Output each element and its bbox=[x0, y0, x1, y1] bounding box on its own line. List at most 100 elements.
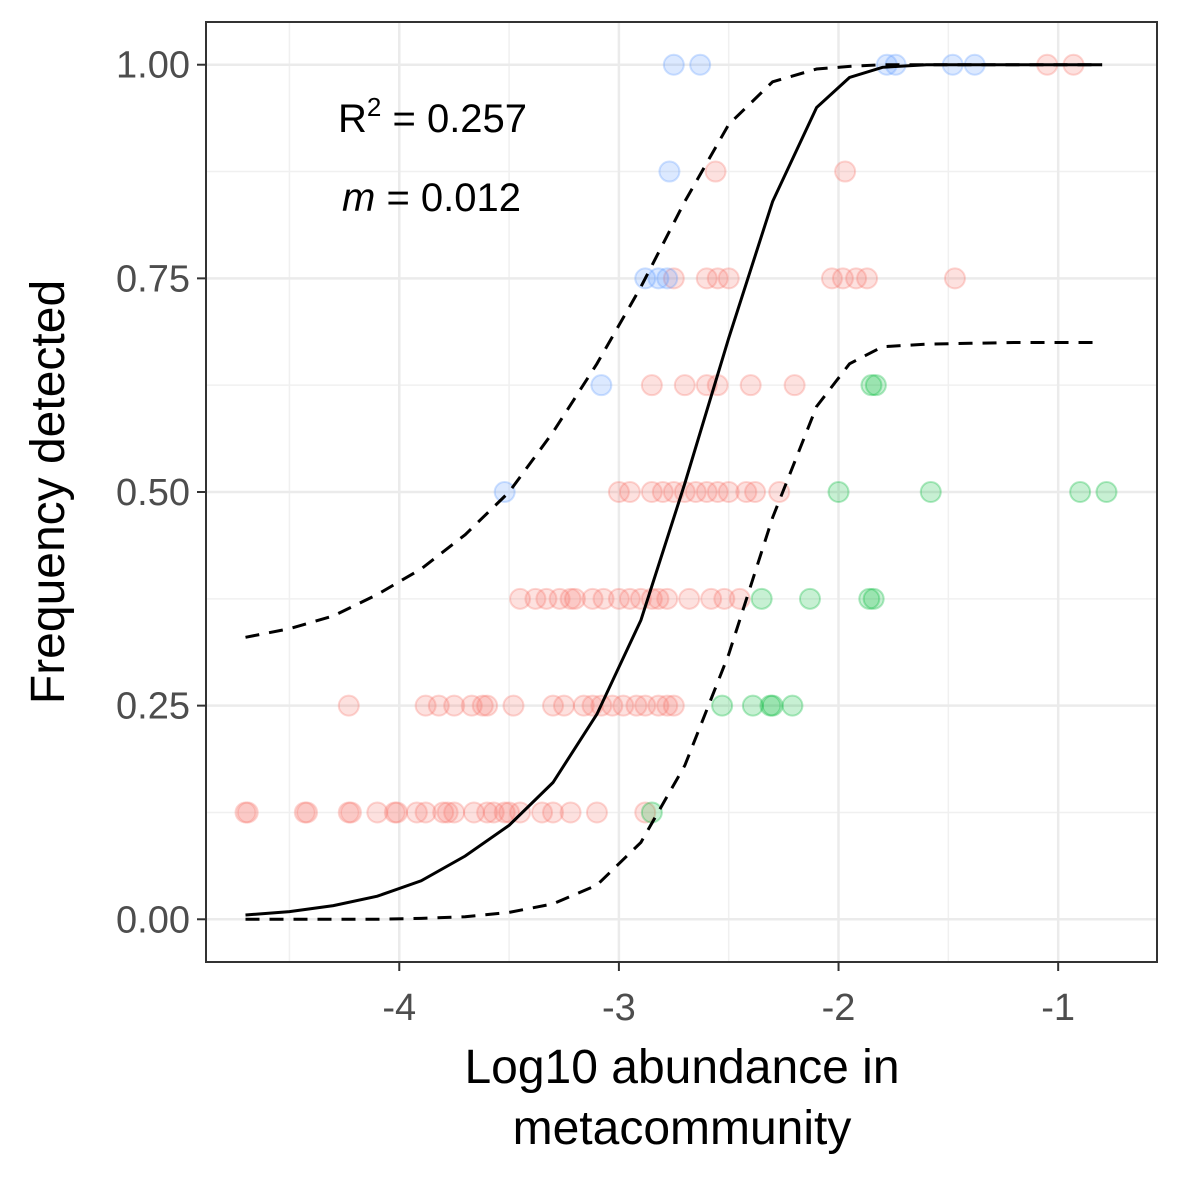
data-point-below bbox=[559, 587, 582, 610]
data-point-below bbox=[427, 694, 450, 717]
data-point-below bbox=[476, 801, 499, 824]
data-point-below bbox=[831, 267, 854, 290]
data-point-below bbox=[531, 801, 554, 824]
data-point-below bbox=[383, 801, 406, 824]
y-tick-label: 0.00 bbox=[116, 899, 190, 941]
data-point-below bbox=[524, 587, 547, 610]
points-layer bbox=[234, 53, 1118, 824]
data-point-below bbox=[436, 801, 459, 824]
data-point-above bbox=[656, 267, 679, 290]
data-point-below bbox=[443, 801, 466, 824]
y-tick-label: 1.00 bbox=[116, 45, 190, 87]
data-point-below bbox=[634, 694, 657, 717]
data-point-below bbox=[581, 587, 604, 610]
data-point-below bbox=[673, 374, 696, 397]
data-point-above bbox=[647, 267, 670, 290]
data-point-within bbox=[862, 587, 885, 610]
data-point-below bbox=[548, 587, 571, 610]
m-annotation: m = 0.012 bbox=[342, 176, 521, 220]
fit-line bbox=[245, 63, 1103, 917]
data-point-below bbox=[700, 587, 723, 610]
data-point-above bbox=[493, 481, 516, 503]
data-point-below bbox=[612, 694, 635, 717]
data-point-below bbox=[493, 801, 516, 824]
data-point-below bbox=[640, 374, 663, 397]
data-point-below bbox=[432, 801, 455, 824]
data-point-below bbox=[414, 694, 437, 717]
data-point-below bbox=[366, 801, 389, 824]
data-point-below bbox=[651, 481, 674, 503]
data-point-within bbox=[798, 587, 821, 610]
data-point-above bbox=[689, 53, 712, 76]
data-point-below bbox=[678, 587, 701, 610]
data-point-below bbox=[662, 694, 685, 717]
data-point-below bbox=[640, 481, 663, 503]
data-point-below bbox=[695, 481, 718, 503]
data-point-below bbox=[656, 694, 679, 717]
data-point-within bbox=[919, 481, 942, 503]
data-point-below bbox=[296, 801, 319, 824]
data-point-within bbox=[761, 694, 784, 717]
data-point-below bbox=[476, 694, 499, 717]
data-point-below bbox=[717, 267, 740, 290]
data-point-below bbox=[234, 801, 257, 824]
data-point-below bbox=[618, 481, 641, 503]
data-point-below bbox=[735, 481, 758, 503]
data-point-within bbox=[864, 374, 887, 397]
data-point-below bbox=[706, 267, 729, 290]
data-point-below bbox=[414, 801, 437, 824]
data-point-below bbox=[236, 801, 259, 824]
data-point-below bbox=[856, 267, 879, 290]
data-point-below bbox=[662, 267, 685, 290]
data-point-below bbox=[563, 587, 586, 610]
data-point-below bbox=[783, 374, 806, 397]
data-point-below bbox=[535, 587, 558, 610]
y-axis-title: Frequency detected bbox=[22, 280, 75, 704]
data-point-within bbox=[827, 481, 850, 503]
data-point-within bbox=[781, 694, 804, 717]
data-point-within bbox=[741, 694, 764, 717]
data-point-below bbox=[695, 267, 718, 290]
data-point-below bbox=[717, 481, 740, 503]
x-tick-label: -3 bbox=[602, 987, 636, 1029]
data-point-below bbox=[542, 801, 565, 824]
data-point-below bbox=[337, 801, 360, 824]
data-point-below bbox=[656, 587, 679, 610]
data-point-below bbox=[713, 587, 736, 610]
data-point-below bbox=[559, 801, 582, 824]
data-point-below bbox=[502, 694, 525, 717]
data-point-below bbox=[572, 694, 595, 717]
x-tick-label: -2 bbox=[822, 987, 856, 1029]
data-point-below bbox=[704, 160, 727, 183]
data-point-within bbox=[759, 694, 782, 717]
data-point-below bbox=[552, 694, 575, 717]
data-point-within bbox=[1095, 481, 1118, 503]
data-point-below bbox=[647, 694, 670, 717]
data-point-below bbox=[482, 801, 505, 824]
data-point-below bbox=[542, 694, 565, 717]
x-tick-label: -4 bbox=[382, 987, 416, 1029]
data-point-below bbox=[339, 801, 362, 824]
data-point-below bbox=[943, 267, 966, 290]
data-point-below bbox=[820, 267, 843, 290]
x-axis-title-line-1: Log10 abundance in bbox=[464, 1041, 899, 1094]
data-point-below bbox=[684, 481, 707, 503]
curves-layer bbox=[245, 63, 1103, 921]
data-point-below bbox=[625, 694, 648, 717]
x-tick-label: -1 bbox=[1041, 987, 1075, 1029]
data-point-below bbox=[405, 801, 428, 824]
y-tick-label: 0.75 bbox=[116, 258, 190, 300]
ticks-layer: -4 -3 -2 -1 0.00 0.25 0.50 0.75 1.00 bbox=[116, 45, 1075, 1029]
data-point-below bbox=[471, 694, 494, 717]
data-point-below bbox=[498, 801, 521, 824]
data-point-within bbox=[711, 694, 734, 717]
data-point-below bbox=[618, 587, 641, 610]
data-point-within bbox=[750, 587, 773, 610]
data-point-below bbox=[706, 481, 729, 503]
r2-annotation: R2 = 0.257 bbox=[338, 92, 527, 141]
lower-ci-line bbox=[245, 341, 1103, 921]
data-point-below bbox=[509, 587, 532, 610]
data-point-within bbox=[860, 374, 883, 397]
